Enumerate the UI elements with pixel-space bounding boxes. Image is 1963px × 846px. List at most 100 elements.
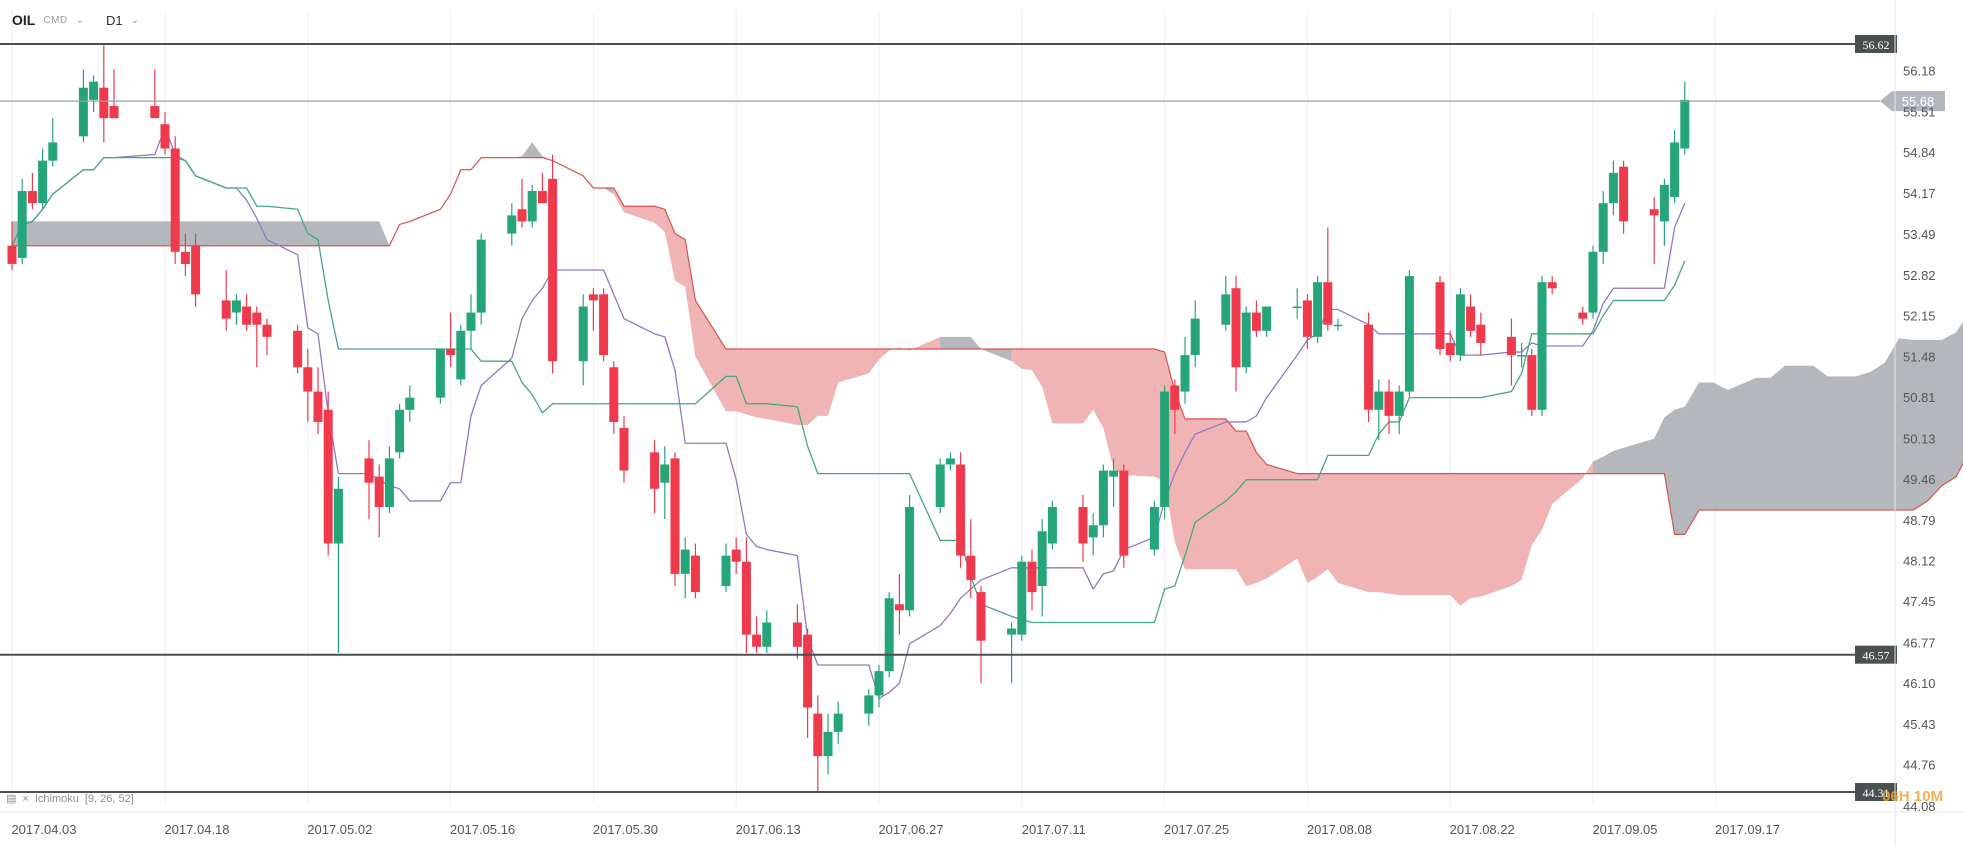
candle-body — [670, 458, 680, 574]
candle — [1547, 276, 1557, 295]
level-label: 44.31 — [1863, 786, 1890, 800]
candle — [1537, 276, 1547, 416]
candle-body — [792, 622, 802, 647]
candle-body — [1313, 282, 1323, 337]
candle — [27, 172, 37, 210]
candle-body — [405, 397, 415, 410]
candle-body — [945, 458, 955, 465]
candle — [1619, 160, 1629, 234]
candle — [1088, 513, 1098, 556]
candle — [313, 367, 323, 435]
candle-body — [1649, 209, 1659, 216]
candle — [323, 391, 333, 556]
candle-body — [619, 428, 629, 471]
candle-body — [813, 713, 823, 757]
indicator-name: Ichimoku — [34, 792, 79, 805]
candle-body — [150, 105, 160, 119]
candle-body — [1435, 282, 1445, 350]
chevron-down-icon[interactable]: ⌄ — [130, 14, 140, 26]
candle-body — [364, 458, 374, 483]
candle-body — [731, 549, 741, 562]
close-icon[interactable]: × — [22, 792, 29, 805]
candle-body — [660, 464, 670, 483]
current-price-label: 55.68 — [1902, 94, 1935, 109]
date-tick-label: 2017.06.13 — [736, 822, 801, 837]
candle — [1649, 197, 1659, 264]
candle-body — [293, 330, 303, 368]
candle — [262, 318, 272, 356]
chevron-down-icon[interactable]: ⌄ — [75, 14, 85, 26]
candle-body — [1466, 306, 1476, 331]
cloud-bullish — [12, 142, 614, 246]
candle-body — [517, 209, 527, 222]
candle-body — [1119, 470, 1129, 556]
candle — [1251, 300, 1261, 337]
candle — [1435, 276, 1445, 356]
candle — [894, 573, 904, 635]
price-tick-label: 51.48 — [1903, 349, 1936, 364]
candle-body — [1455, 294, 1465, 356]
settings-icon[interactable]: ▤ — [6, 793, 17, 805]
candle — [466, 294, 476, 350]
candle — [180, 233, 190, 277]
candle — [1374, 379, 1384, 441]
candle-body — [1506, 336, 1516, 356]
candle-body — [435, 349, 445, 398]
timeframe-selector[interactable]: D1 — [106, 12, 123, 28]
candle-body — [578, 306, 588, 362]
price-tick-label: 47.45 — [1903, 594, 1936, 609]
candle — [1598, 191, 1608, 264]
candle-body — [1037, 531, 1047, 587]
candle — [1506, 318, 1516, 386]
candles — [7, 45, 1690, 793]
candle — [599, 288, 609, 362]
candle — [231, 294, 241, 325]
candle-body — [741, 561, 751, 635]
candle-body — [1578, 312, 1588, 319]
level-label: 56.62 — [1863, 38, 1890, 52]
candle-body — [456, 330, 466, 380]
candle — [884, 592, 894, 678]
candle — [1384, 379, 1394, 435]
candle — [78, 69, 88, 143]
candle-body — [1251, 312, 1261, 331]
candle — [578, 294, 588, 386]
candle-body — [1404, 276, 1414, 392]
price-tick-label: 48.12 — [1903, 553, 1936, 568]
candle — [1588, 245, 1598, 319]
candle — [690, 543, 700, 599]
candle — [1394, 385, 1404, 435]
candle — [1262, 306, 1272, 337]
price-tick-label: 52.82 — [1903, 268, 1936, 283]
date-tick-label: 2017.05.16 — [450, 822, 515, 837]
candle — [364, 440, 374, 520]
cloud-bearish — [909, 336, 941, 351]
candle — [374, 464, 384, 538]
candle-body — [680, 549, 690, 574]
candle-body — [1047, 507, 1057, 544]
symbol-label[interactable]: OIL — [12, 12, 36, 28]
candle — [548, 154, 558, 374]
candle-body — [221, 300, 231, 319]
candle-body — [507, 215, 517, 234]
candle-body — [1445, 342, 1455, 356]
price-tick-label: 50.13 — [1903, 431, 1936, 446]
candle-body — [1659, 184, 1669, 222]
price-tick-label: 50.81 — [1903, 390, 1936, 405]
candle — [1466, 294, 1476, 337]
candle — [823, 713, 833, 775]
candle — [1333, 318, 1343, 331]
candle-body — [1374, 391, 1384, 410]
candle-body — [1241, 312, 1251, 368]
candle-body — [588, 294, 598, 301]
cloud-bearish — [1011, 349, 1593, 606]
candle — [680, 537, 690, 599]
date-tick-label: 2017.07.25 — [1164, 822, 1229, 837]
candle — [7, 221, 17, 271]
price-tick-label: 54.84 — [1903, 145, 1936, 160]
candle-body — [1476, 324, 1486, 343]
candle-body — [527, 191, 537, 222]
date-tick-label: 2017.09.05 — [1592, 822, 1657, 837]
candle — [384, 446, 394, 514]
